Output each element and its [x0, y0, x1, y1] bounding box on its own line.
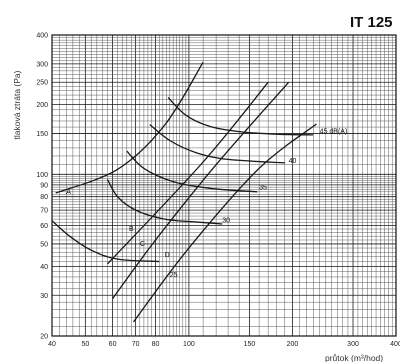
series-line-35: [126, 150, 258, 193]
y-tick-label: 30: [40, 293, 48, 300]
x-axis-label: průtok (m³/hod): [325, 353, 383, 362]
y-tick-label: 90: [40, 182, 48, 189]
series-line-25: [51, 220, 160, 263]
x-tick-label: 60: [109, 341, 117, 348]
x-tick-label: 150: [244, 341, 256, 348]
curve-label: 30: [222, 217, 230, 224]
series-line-c: [112, 81, 290, 300]
x-tick-label: 200: [287, 341, 299, 348]
y-tick-label: 200: [36, 102, 48, 109]
curve-label: B: [129, 226, 134, 233]
series-line-40: [149, 124, 285, 164]
x-tick-label: 70: [132, 341, 140, 348]
y-tick-label: 300: [36, 61, 48, 68]
y-axis-label: tlaková ztráta (Pa): [12, 70, 22, 139]
curve-label: 40: [289, 158, 297, 165]
curve-label: C: [140, 241, 145, 248]
y-tick-label: 150: [36, 131, 48, 138]
x-tick-label: 40: [48, 341, 56, 348]
y-tick-label: 60: [40, 223, 48, 230]
chart-title: IT 125: [350, 14, 393, 31]
series-line-45: [167, 96, 314, 136]
x-tick-label: 400: [390, 341, 400, 348]
x-tick-label: 50: [81, 341, 89, 348]
y-tick-label: 70: [40, 208, 48, 215]
x-tick-label: 300: [347, 341, 359, 348]
series-line-d: [132, 123, 317, 323]
curve-label: A: [66, 189, 71, 196]
y-tick-label: 40: [40, 264, 48, 271]
curve-label: 25: [170, 272, 178, 279]
curve-labels: A B C D 25 30 35 40 45 dB(A): [66, 129, 347, 279]
y-tick-label: 400: [36, 33, 48, 40]
grid: [51, 34, 397, 337]
curve-label: 35: [259, 184, 267, 191]
plot-frame: [51, 34, 397, 337]
curve-label: D: [165, 252, 170, 259]
series-line-30: [106, 179, 223, 225]
tick-labels: 20 30 40 50 60 70 80 90 100 150 200 250 300 400 40 50 60…: [36, 33, 400, 349]
curve-label: 45 dB(A): [320, 129, 348, 136]
chart-curves: [51, 61, 317, 323]
y-tick-label: 250: [36, 80, 48, 87]
y-tick-label: 100: [36, 172, 48, 179]
y-tick-label: 80: [40, 194, 48, 201]
series-line-a: [55, 61, 204, 194]
y-tick-label: 50: [40, 241, 48, 248]
x-tick-label: 80: [152, 341, 160, 348]
series-line-b: [107, 81, 269, 265]
y-tick-label: 20: [40, 334, 48, 341]
x-tick-label: 100: [183, 341, 195, 348]
